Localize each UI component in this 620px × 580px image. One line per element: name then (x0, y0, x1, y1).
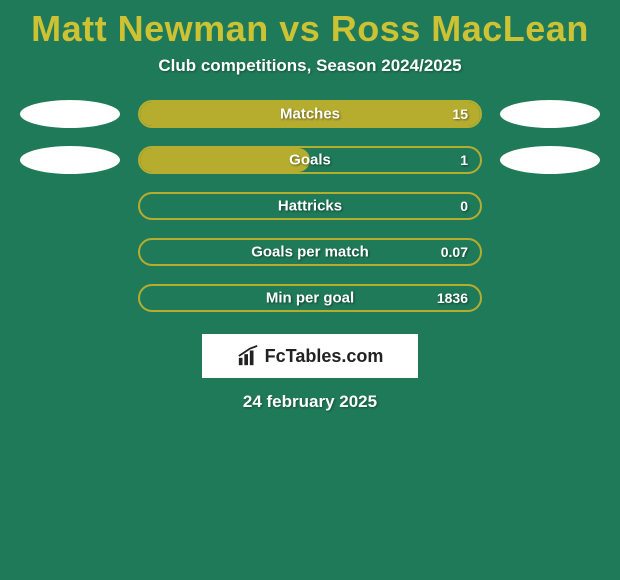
stat-value: 1 (460, 152, 468, 168)
stats-area: Matches 15 Goals 1 Hattricks 0 Goals per match… (0, 100, 620, 312)
stat-row: Matches 15 (0, 100, 620, 128)
left-ellipse (20, 238, 120, 266)
page-title: Matt Newman vs Ross MacLean (0, 0, 620, 50)
stat-label: Matches (280, 106, 340, 123)
stat-bar: Hattricks 0 (138, 192, 482, 220)
stat-label: Hattricks (278, 198, 342, 215)
stat-bar: Min per goal 1836 (138, 284, 482, 312)
logo-text-rest: Tables.com (286, 346, 384, 366)
stat-label: Min per goal (266, 290, 354, 307)
left-ellipse (20, 100, 120, 128)
stat-row: Goals per match 0.07 (0, 238, 620, 266)
date-line: 24 february 2025 (0, 392, 620, 412)
stat-value: 15 (452, 106, 468, 122)
stat-value: 1836 (437, 290, 468, 306)
stat-bar-fill (140, 148, 310, 172)
stat-bar: Goals 1 (138, 146, 482, 174)
left-ellipse (20, 146, 120, 174)
stat-bar: Goals per match 0.07 (138, 238, 482, 266)
right-ellipse (500, 146, 600, 174)
chart-icon (237, 345, 259, 367)
left-ellipse (20, 192, 120, 220)
logo-text-prefix: Fc (265, 346, 286, 366)
stat-value: 0.07 (441, 244, 468, 260)
logo-box: FcTables.com (202, 334, 418, 378)
left-ellipse (20, 284, 120, 312)
right-ellipse (500, 238, 600, 266)
right-ellipse (500, 192, 600, 220)
comparison-infographic: Matt Newman vs Ross MacLean Club competi… (0, 0, 620, 580)
stat-value: 0 (460, 198, 468, 214)
stat-label: Goals (289, 152, 331, 169)
stat-row: Goals 1 (0, 146, 620, 174)
logo-text: FcTables.com (265, 346, 384, 367)
subtitle: Club competitions, Season 2024/2025 (0, 56, 620, 76)
stat-bar: Matches 15 (138, 100, 482, 128)
stat-label: Goals per match (251, 244, 369, 261)
stat-row: Min per goal 1836 (0, 284, 620, 312)
right-ellipse (500, 284, 600, 312)
stat-row: Hattricks 0 (0, 192, 620, 220)
right-ellipse (500, 100, 600, 128)
